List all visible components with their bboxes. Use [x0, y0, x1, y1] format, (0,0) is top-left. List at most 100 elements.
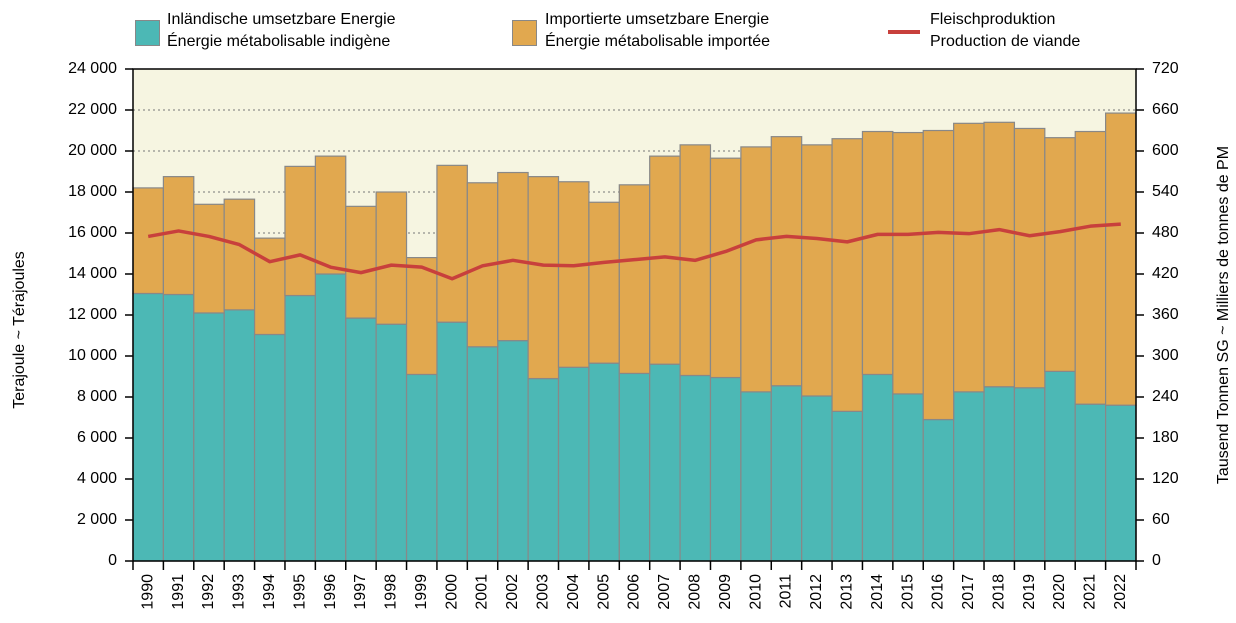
- x-tick-label: 2001: [474, 574, 491, 610]
- x-tick-label: 2016: [930, 574, 947, 610]
- bar: [588, 362, 620, 562]
- y2-tick-label: 540: [1152, 183, 1179, 200]
- bar: [892, 131, 924, 395]
- y2-tick-label: 660: [1152, 101, 1179, 118]
- bar: [649, 155, 681, 365]
- bar: [375, 191, 408, 325]
- x-tick-label: 2005: [595, 574, 612, 610]
- x-tick-label: 2017: [960, 574, 977, 610]
- bar: [953, 391, 985, 562]
- x-tick-label: 2003: [535, 574, 552, 610]
- y-tick-label: 8 000: [77, 388, 117, 405]
- y2-tick-label: 0: [1152, 552, 1161, 569]
- bar: [588, 201, 620, 364]
- bar: [983, 386, 1016, 562]
- bar: [557, 181, 590, 368]
- bar: [892, 393, 924, 562]
- bar: [922, 418, 955, 562]
- x-tick-label: 2006: [626, 574, 643, 610]
- bar: [983, 121, 1016, 388]
- bar: [1105, 112, 1137, 406]
- legend-label: Importierte umsetzbare Energie Énergie m…: [545, 11, 771, 50]
- legend-label: Fleischproduktion Production de viande: [930, 11, 1081, 50]
- y-tick-label: 0: [108, 552, 117, 569]
- bar: [557, 366, 590, 562]
- bar: [1105, 404, 1137, 562]
- x-tick-label: 1993: [231, 574, 248, 610]
- bar: [223, 309, 256, 562]
- y2-tick-label: 300: [1152, 347, 1179, 364]
- y-tick-label: 22 000: [68, 101, 117, 118]
- bar: [1074, 403, 1107, 562]
- bar: [527, 176, 560, 380]
- line: [147, 222, 1121, 281]
- bar: [861, 373, 894, 562]
- bar: [1044, 137, 1076, 372]
- bar: [618, 184, 651, 375]
- bar: [709, 157, 742, 379]
- x-tick-label: 2004: [565, 574, 582, 610]
- bar: [436, 164, 468, 323]
- x-tick-label: 2000: [443, 574, 460, 610]
- bar: [193, 203, 225, 314]
- bar: [953, 122, 985, 393]
- bar: [405, 257, 438, 376]
- x-tick-label: 2021: [1082, 574, 1099, 610]
- bar: [253, 333, 286, 562]
- bar: [314, 155, 347, 275]
- bar: [284, 294, 316, 562]
- x-tick-label: 1998: [383, 574, 400, 610]
- x-tick-label: 2014: [869, 574, 886, 610]
- legend-swatch: [135, 20, 160, 46]
- bar: [497, 171, 529, 342]
- bar: [436, 321, 468, 562]
- bar: [831, 138, 864, 412]
- x-tick-label: 2008: [687, 574, 704, 610]
- legend-label: Inländische umsetzbare Energie Énergie m…: [167, 11, 396, 50]
- bar: [679, 374, 712, 562]
- x-tick-label: 2022: [1112, 574, 1129, 610]
- bar: [740, 146, 772, 393]
- y-tick-label: 14 000: [68, 265, 117, 282]
- bar: [801, 144, 833, 397]
- y2-axis-title: Tausend Tonnen SG ~ Milliers de tonnes d…: [1215, 146, 1232, 484]
- bar: [162, 176, 195, 296]
- bar: [770, 385, 803, 562]
- bar: [527, 377, 560, 562]
- x-tick-label: 2019: [1021, 574, 1038, 610]
- y2-tick-label: 480: [1152, 224, 1179, 241]
- x-tick-label: 2012: [808, 574, 825, 610]
- bar: [284, 165, 316, 297]
- x-tick-label: 1999: [413, 574, 430, 610]
- y-tick-label: 18 000: [68, 183, 117, 200]
- bar: [1013, 387, 1046, 562]
- bar: [709, 376, 742, 562]
- y2-tick-label: 420: [1152, 265, 1179, 282]
- x-tick-label: 2009: [717, 574, 734, 610]
- bar: [801, 395, 833, 562]
- y-tick-label: 24 000: [68, 60, 117, 77]
- x-tick-label: 2020: [1051, 574, 1068, 610]
- x-tick-label: 1996: [322, 574, 339, 610]
- y2-tick-label: 360: [1152, 306, 1179, 323]
- bar: [253, 237, 286, 336]
- bar: [618, 372, 651, 562]
- y2-tick-label: 600: [1152, 142, 1179, 159]
- x-tick-label: 1990: [139, 574, 156, 610]
- y-axis-title: Terajoule ~ Térajoules: [11, 251, 28, 409]
- y2-tick-label: 180: [1152, 429, 1179, 446]
- bar: [770, 136, 803, 387]
- y2-tick-label: 720: [1152, 60, 1179, 77]
- x-tick-label: 1995: [291, 574, 308, 610]
- x-tick-label: 2018: [990, 574, 1007, 610]
- bar: [831, 410, 864, 562]
- x-tick-label: 1994: [261, 574, 278, 610]
- bar: [345, 317, 377, 562]
- legend-swatch: [512, 20, 537, 46]
- bar: [1013, 127, 1046, 389]
- plot-frame: [132, 68, 1137, 562]
- bar: [223, 198, 256, 311]
- bar: [1044, 370, 1076, 562]
- x-tick-label: 2013: [838, 574, 855, 610]
